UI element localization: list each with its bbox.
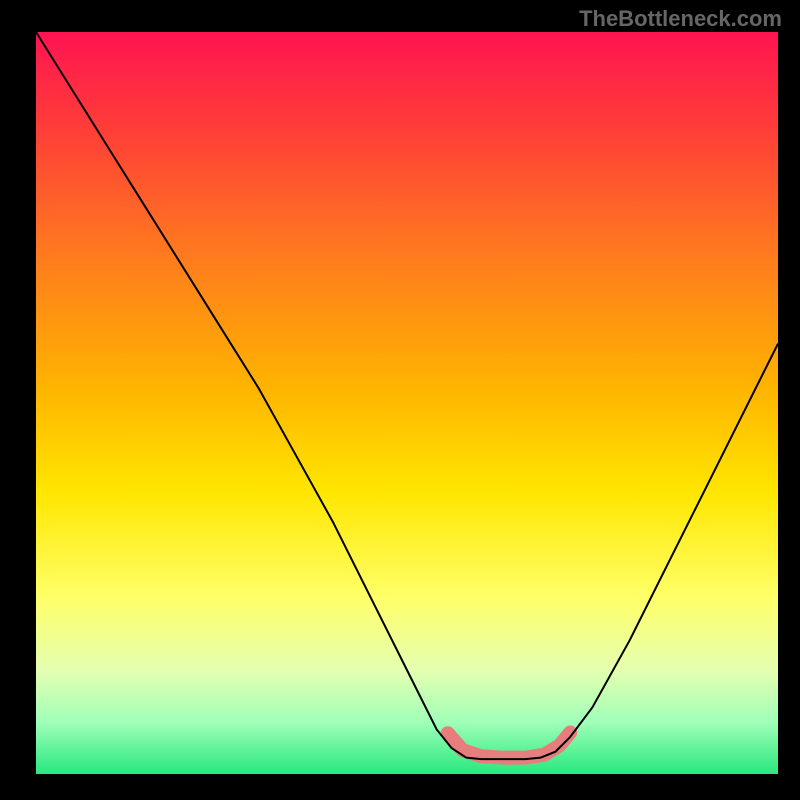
bottleneck-chart: TheBottleneck.com [0, 0, 800, 800]
watermark-text: TheBottleneck.com [579, 6, 782, 32]
plot-background [36, 32, 778, 774]
chart-svg [0, 0, 800, 800]
